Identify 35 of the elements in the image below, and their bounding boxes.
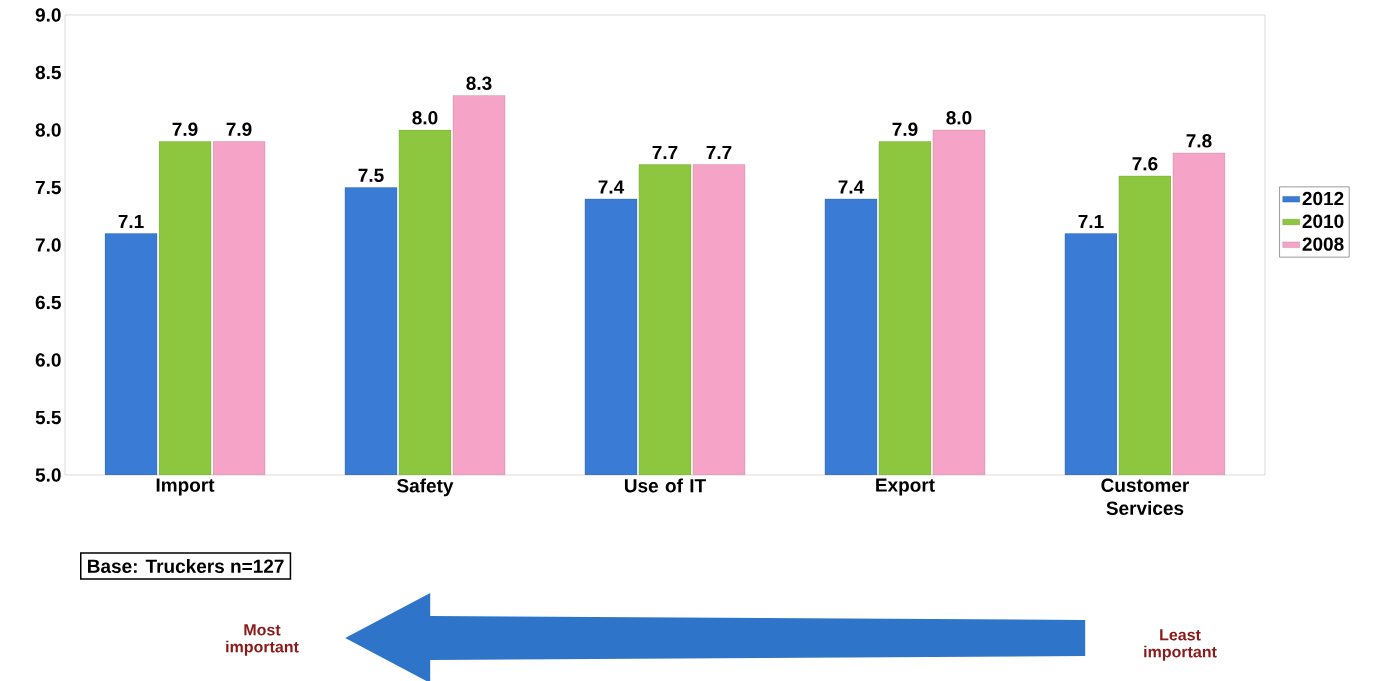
data-label: 7.9 (226, 122, 252, 137)
data-label: 7.9 (172, 122, 198, 137)
y-tick-label: 9.0 (35, 8, 61, 22)
x-tick-label: Use of IT (624, 478, 706, 493)
data-label: 7.1 (1078, 214, 1104, 229)
data-label: 7.6 (1132, 157, 1158, 171)
data-label: 7.7 (706, 145, 732, 160)
y-tick-label: 7.0 (35, 238, 61, 252)
y-tick-label: 7.5 (35, 180, 61, 195)
data-label: 7.4 (838, 180, 865, 194)
data-label: 7.7 (652, 145, 678, 160)
data-label: 7.5 (358, 168, 384, 183)
x-tick-label: Customer Services (1101, 478, 1190, 515)
y-tick-label: 6.0 (35, 353, 61, 367)
y-tick-label: 5.5 (35, 410, 61, 425)
text: Base: Truckers n=127 (88, 559, 284, 573)
data-label: 7.8 (1186, 134, 1212, 148)
data-label: 7.1 (118, 214, 144, 229)
legend-label: 2012 (1302, 191, 1344, 206)
data-label: 7.9 (892, 122, 918, 137)
y-tick-label: 8.0 (35, 123, 61, 137)
x-tick-label: Import (156, 478, 215, 496)
text: Most important (226, 624, 299, 656)
legend-label: 2010 (1302, 214, 1344, 229)
data-label: 7.4 (598, 180, 625, 194)
y-tick-label: 6.5 (35, 295, 61, 310)
data-label: 8.3 (466, 76, 492, 91)
x-tick-label: Safety (397, 478, 454, 497)
y-tick-label: 8.5 (35, 65, 61, 80)
text: Least important (1144, 629, 1217, 661)
x-tick-label: Export (876, 478, 935, 496)
legend-label: 2008 (1302, 237, 1344, 251)
data-label: 8.0 (412, 111, 438, 125)
data-label: 8.0 (946, 111, 972, 125)
y-tick-label: 5.0 (35, 468, 61, 482)
